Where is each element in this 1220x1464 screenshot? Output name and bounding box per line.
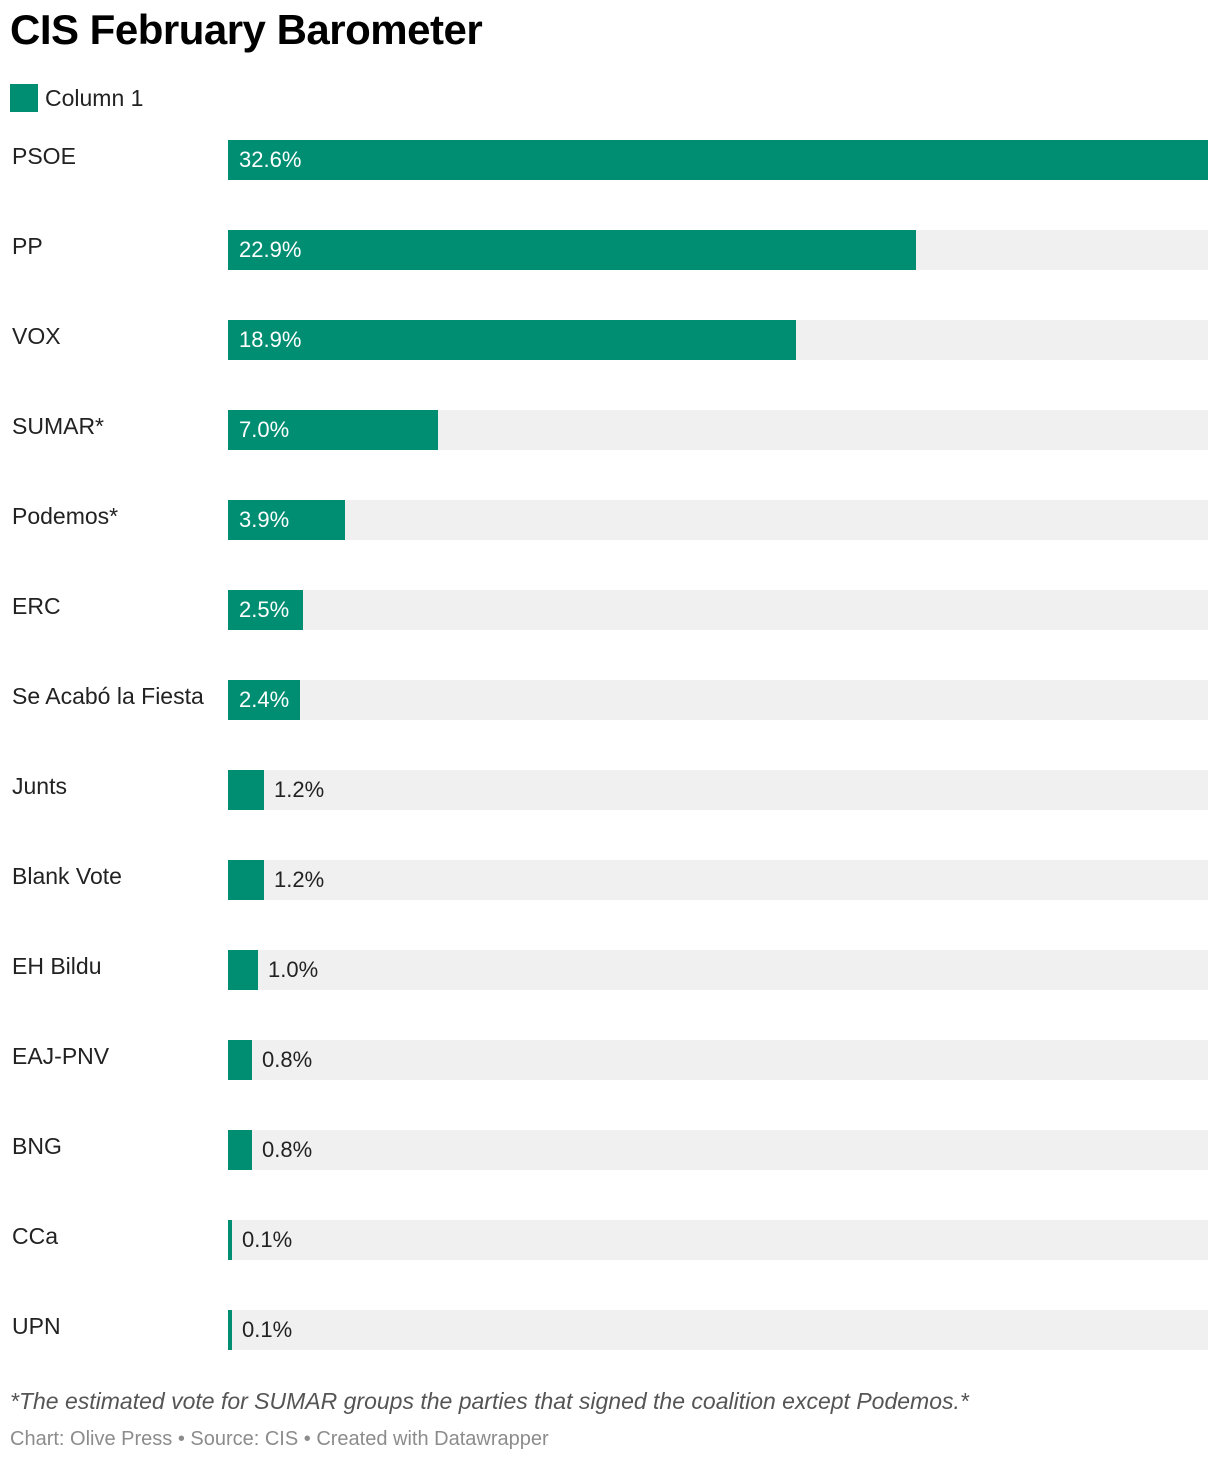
- category-label: Podemos*: [12, 503, 119, 529]
- bar: [228, 680, 300, 720]
- bar-track: 2.5%: [228, 590, 1208, 630]
- legend-swatch: [10, 84, 38, 112]
- bar-track: 1.2%: [228, 770, 1208, 810]
- bar: [228, 230, 916, 270]
- category-label: BNG: [12, 1133, 62, 1159]
- category-label: PSOE: [12, 143, 76, 169]
- chart-notes: *The estimated vote for SUMAR groups the…: [10, 1388, 969, 1414]
- bar: [228, 950, 258, 990]
- category-label: ERC: [12, 593, 61, 619]
- bar: [228, 1220, 232, 1260]
- bar-track: 0.8%: [228, 1040, 1208, 1080]
- bar-track: 0.8%: [228, 1130, 1208, 1170]
- bar-track: 18.9%: [228, 320, 1208, 360]
- bar: [228, 320, 796, 360]
- bar-track: 0.1%: [228, 1310, 1208, 1350]
- legend: Column 1: [10, 84, 143, 112]
- bar: [228, 140, 1208, 180]
- value-label: 1.0%: [268, 957, 319, 982]
- category-label: EAJ-PNV: [12, 1043, 110, 1069]
- bar-track: 2.4%: [228, 680, 1208, 720]
- value-label: 2.5%: [239, 597, 290, 622]
- value-label: 0.1%: [242, 1317, 293, 1342]
- bar-track: 22.9%: [228, 230, 1208, 270]
- category-label: Blank Vote: [12, 863, 122, 889]
- bar: [228, 590, 303, 630]
- bar: [228, 1130, 252, 1170]
- category-label: UPN: [12, 1313, 61, 1339]
- value-label: 32.6%: [239, 147, 302, 172]
- bar-track: 7.0%: [228, 410, 1208, 450]
- bar-track: 32.6%: [228, 140, 1208, 180]
- category-label: PP: [12, 233, 43, 259]
- legend-label: Column 1: [45, 84, 144, 111]
- value-label: 18.9%: [239, 327, 302, 352]
- value-label: 3.9%: [239, 507, 290, 532]
- category-label: CCa: [12, 1223, 59, 1249]
- value-label: 1.2%: [274, 867, 325, 892]
- bar-track: 3.9%: [228, 500, 1208, 540]
- chart-footer: Chart: Olive Press • Source: CIS • Creat…: [10, 1428, 549, 1450]
- value-label: 0.1%: [242, 1227, 293, 1252]
- bar-track: 1.0%: [228, 950, 1208, 990]
- bar: [228, 1040, 252, 1080]
- value-label: 0.8%: [262, 1047, 313, 1072]
- value-label: 0.8%: [262, 1137, 313, 1162]
- chart-title: CIS February Barometer: [10, 6, 483, 53]
- bar: [228, 770, 264, 810]
- value-label: 7.0%: [239, 417, 290, 442]
- bar-chart: PSOE 32.6% PP 22.9% VOX 18.9% SUMAR* 7.0% Podemo…: [12, 140, 1208, 1350]
- bar: [228, 1310, 232, 1350]
- category-label: Se Acabó la Fiesta: [12, 683, 204, 709]
- bar: [228, 500, 345, 540]
- category-label: SUMAR*: [12, 413, 105, 439]
- category-label: VOX: [12, 323, 61, 349]
- bar-track: 0.1%: [228, 1220, 1208, 1260]
- value-label: 22.9%: [239, 237, 302, 262]
- bar: [228, 410, 438, 450]
- bar: [228, 860, 264, 900]
- value-label: 2.4%: [239, 687, 290, 712]
- category-label: EH Bildu: [12, 953, 102, 979]
- bar-track: 1.2%: [228, 860, 1208, 900]
- value-label: 1.2%: [274, 777, 325, 802]
- category-label: Junts: [12, 773, 67, 799]
